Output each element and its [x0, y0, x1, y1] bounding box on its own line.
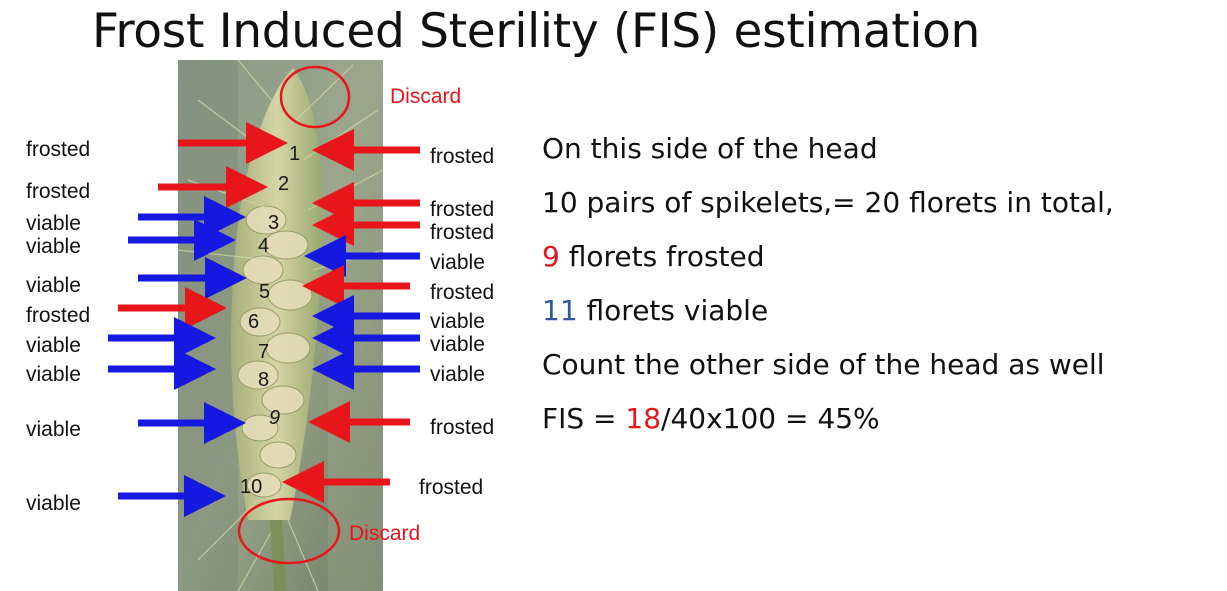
left-label-7: viable [26, 334, 81, 357]
frosted-text: florets frosted [559, 240, 765, 273]
left-label-10: viable [26, 492, 81, 515]
fis-frosted-total: 18 [625, 402, 662, 435]
spikelet-number-7: 7 [258, 341, 270, 363]
fis-prefix: FIS = [542, 402, 626, 435]
slide-title: Frost Induced Sterility (FIS) estimation [92, 4, 981, 59]
right-label-4: viable [430, 251, 485, 274]
right-label-1: frosted [430, 145, 495, 168]
left-label-1: frosted [26, 138, 91, 161]
spikelet-number-3: 3 [268, 212, 280, 234]
spikelet-number-9: 9 [269, 407, 281, 429]
text-line-1: On this side of the head [542, 132, 878, 165]
right-label-2: frosted [430, 198, 495, 221]
viable-text: florets viable [577, 294, 769, 327]
frosted-count: 9 [542, 240, 560, 273]
left-label-3: viable [26, 212, 81, 235]
discard-circle-top [279, 65, 351, 129]
viable-count: 11 [542, 294, 578, 327]
text-line-5: Count the other side of the head as well [542, 348, 1105, 381]
text-line-3: 9 florets frosted [542, 230, 1114, 284]
text-line-6: FIS = 18/40x100 = 45% [542, 392, 1114, 446]
spikelet-number-2: 2 [278, 173, 290, 195]
text-line-4: 11 florets viable [542, 284, 1114, 338]
fis-formula: /40x100 = 45% [661, 402, 880, 435]
right-label-9: frosted [430, 416, 495, 439]
spikelet-number-6: 6 [248, 311, 260, 333]
right-label-5: frosted [430, 281, 495, 304]
right-label-7: viable [430, 333, 485, 356]
left-label-8: viable [26, 363, 81, 386]
spikelet-number-5: 5 [259, 281, 271, 303]
right-label-10: frosted [419, 476, 484, 499]
text-line-2: 10 pairs of spikelets,= 20 florets in to… [542, 186, 1114, 219]
left-label-2: frosted [26, 180, 91, 203]
spikelet-number-10: 10 [240, 476, 263, 498]
discard-circle-bottom [237, 497, 341, 565]
spikelet-number-8: 8 [258, 369, 270, 391]
spikelet-number-4: 4 [258, 235, 270, 257]
left-label-5: viable [26, 274, 81, 297]
right-label-6: viable [430, 310, 485, 333]
left-label-6: frosted [26, 304, 91, 327]
discard-label-top: Discard [390, 85, 462, 108]
right-label-3: frosted [430, 221, 495, 244]
right-label-8: viable [430, 363, 485, 386]
left-label-9: viable [26, 418, 81, 441]
discard-label-bottom: Discard [349, 522, 421, 545]
left-label-4: viable [26, 235, 81, 258]
explanation-text: On this side of the head 10 pairs of spi… [542, 122, 1114, 446]
spikelet-number-1: 1 [289, 143, 301, 165]
